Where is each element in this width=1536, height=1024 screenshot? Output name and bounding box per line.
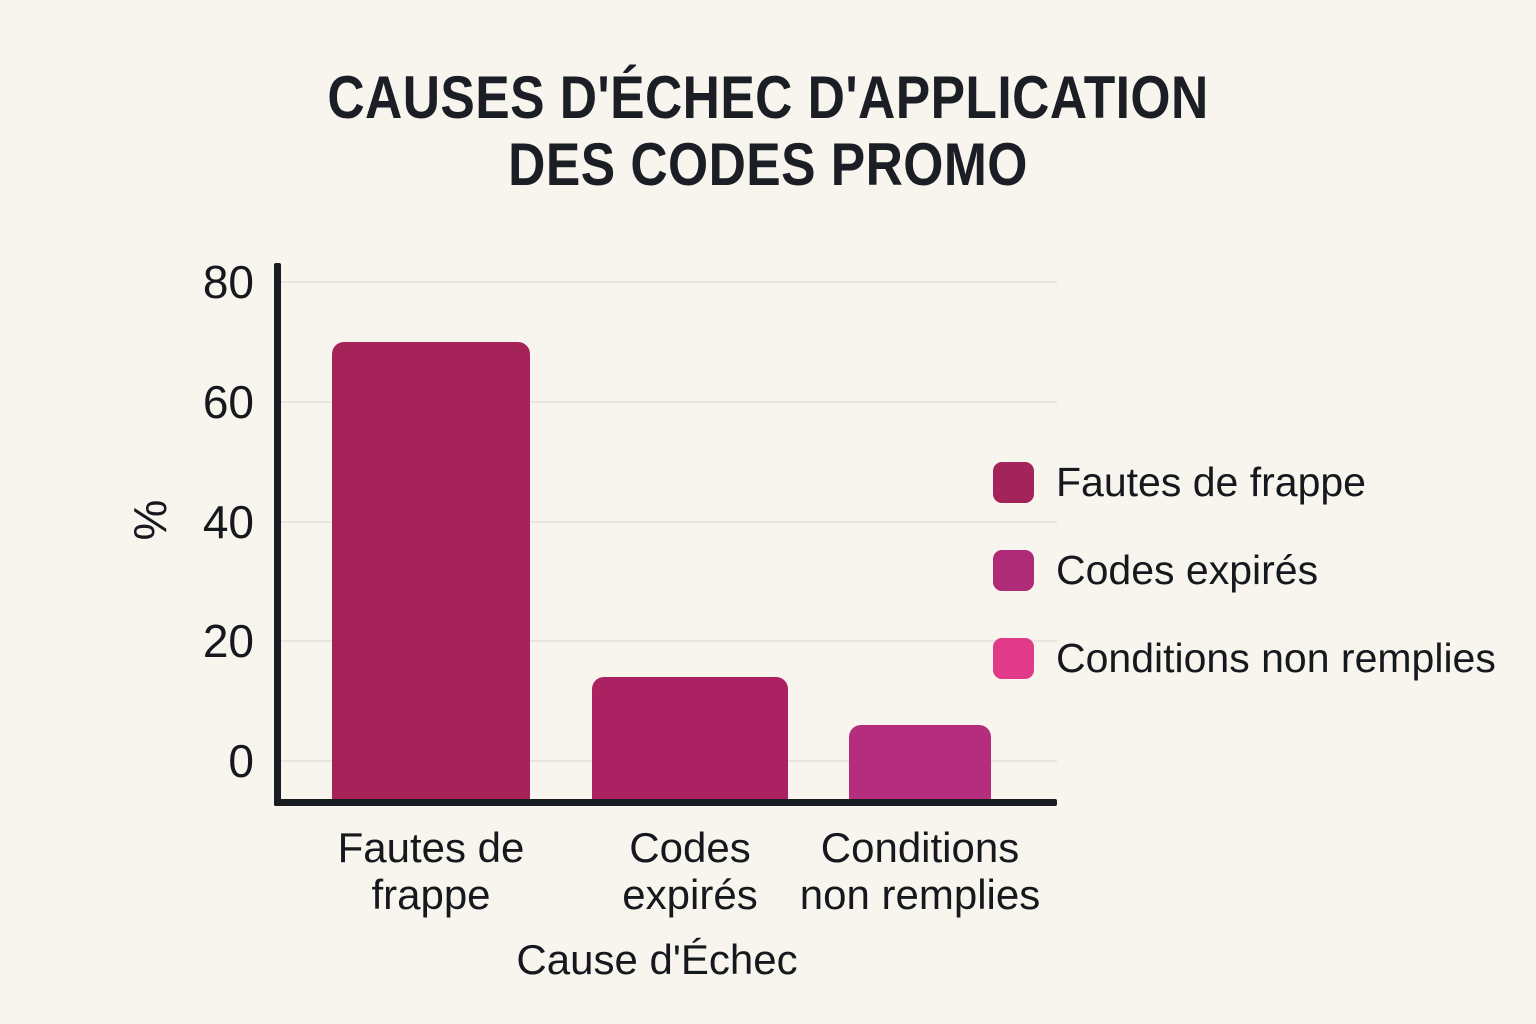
legend-row-codes-expir-s: Codes expirés	[993, 549, 1496, 591]
bar-conditions-non-remplies	[849, 725, 991, 799]
y-tick-label-80: 80	[202, 256, 254, 308]
legend-label: Fautes de frappe	[1056, 459, 1366, 505]
chart-title-line-2: DES CODES PROMO	[508, 131, 1028, 198]
y-tick-label-0: 0	[228, 735, 254, 787]
gridline-80	[281, 281, 1057, 283]
legend-label: Codes expirés	[1056, 547, 1319, 593]
legend-swatch-icon	[993, 637, 1034, 679]
gridline-40	[281, 520, 1057, 523]
x-axis-line	[274, 799, 1057, 806]
legend-swatch-icon	[993, 549, 1034, 591]
y-axis-line	[274, 263, 281, 806]
legend-label: Conditions non remplies	[1056, 635, 1496, 681]
y-axis-title: %	[124, 499, 176, 541]
chart-title: CAUSES D'ÉCHEC D'APPLICATION DES CODES P…	[108, 64, 1429, 198]
bar-fautes-de-frappe	[332, 342, 530, 799]
gridline-60	[281, 400, 1057, 403]
x-tick-label-fautes-de-frappe: Fautes de frappe	[337, 824, 525, 918]
legend-row-conditions-non-remplies: Conditions non remplies	[993, 637, 1496, 679]
bar-codes-expir-s	[592, 677, 788, 799]
legend-row-fautes-de-frappe: Fautes de frappe	[993, 461, 1496, 503]
gridline-20	[281, 640, 1057, 643]
y-tick-label-40: 40	[202, 495, 254, 548]
legend-swatch-icon	[993, 461, 1034, 503]
legend: Fautes de frappe Codes expirés Conditions …	[993, 461, 1496, 725]
x-tick-label-codes-expir-s: Codes expirés	[622, 824, 758, 918]
chart-title-line-1: CAUSES D'ÉCHEC D'APPLICATION	[327, 64, 1209, 131]
y-tick-label-60: 60	[202, 375, 254, 428]
x-axis-title: Cause d'Échec	[516, 936, 798, 983]
x-tick-label-conditions-non-remplies: Conditions non remplies	[799, 824, 1041, 918]
y-tick-label-20: 20	[202, 615, 254, 668]
